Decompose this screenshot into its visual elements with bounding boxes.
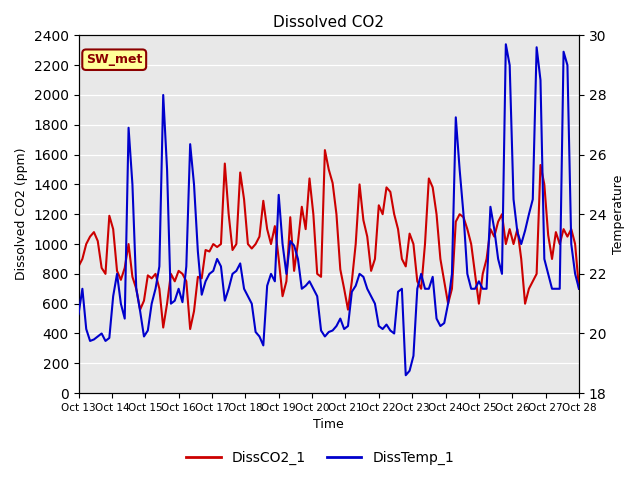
Legend: DissCO2_1, DissTemp_1: DissCO2_1, DissTemp_1 — [180, 445, 460, 471]
Title: Dissolved CO2: Dissolved CO2 — [273, 15, 384, 30]
X-axis label: Time: Time — [314, 419, 344, 432]
Y-axis label: Dissolved CO2 (ppm): Dissolved CO2 (ppm) — [15, 148, 28, 280]
Text: SW_met: SW_met — [86, 53, 143, 66]
Y-axis label: Temperature: Temperature — [612, 175, 625, 254]
